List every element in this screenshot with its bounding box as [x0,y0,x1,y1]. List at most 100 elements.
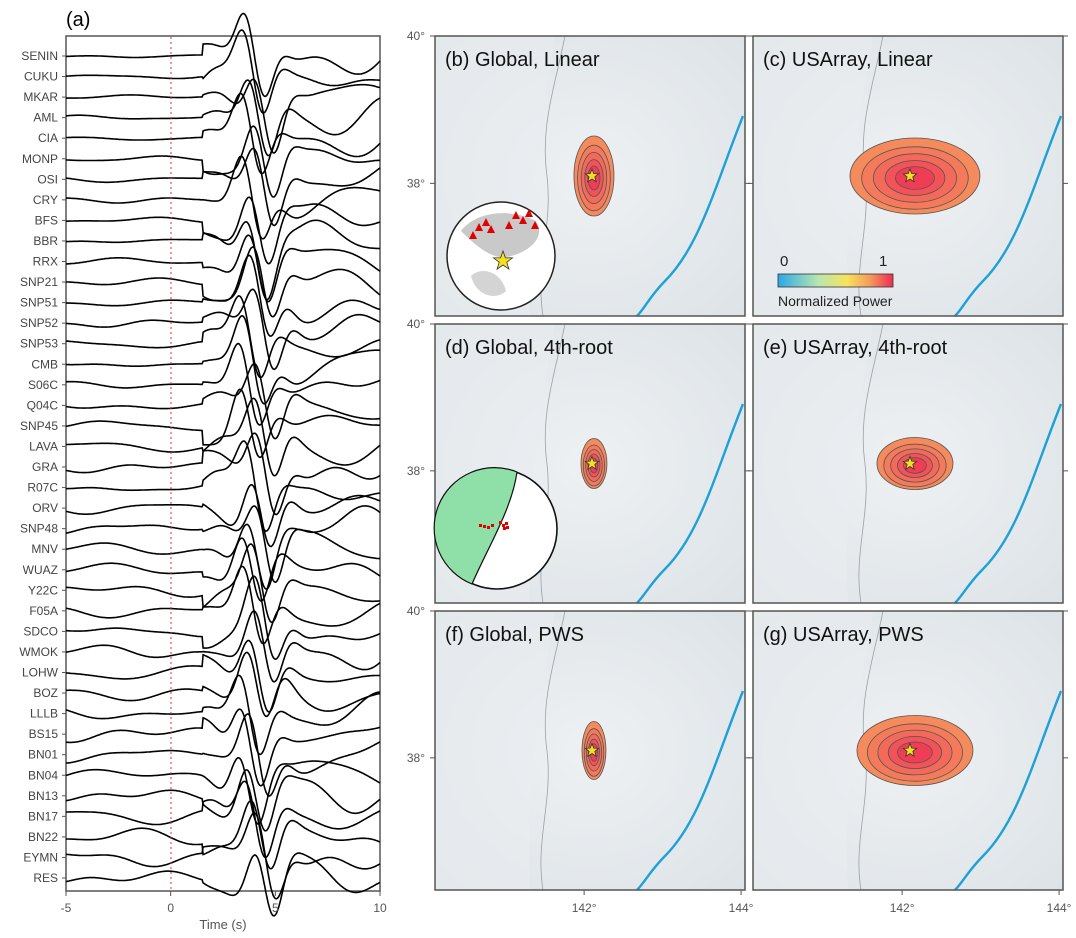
waveform-trace [66,92,381,175]
station-label: Q04C [27,398,59,412]
time-tick-label: 0 [167,901,174,915]
lat-tick-label: 40° [407,317,425,331]
map-panel-title: (b) Global, Linear [445,49,600,71]
lon-tick-label: 142° [890,901,915,915]
waveform-trace [65,565,381,645]
waveform-trace [65,812,381,900]
epicenter-star-icon [902,742,918,758]
waveform-trace [65,708,381,787]
station-label: SNP53 [20,337,58,351]
time-axis-label: Time (s) [199,917,246,932]
waveform-trace [65,575,381,661]
station-triangle-icon [505,221,513,229]
map-panel: (f) Global, PWS 40° 38° 142° 144° [407,604,754,915]
station-label: BN01 [28,748,58,762]
map-frame [752,323,1064,604]
station-label: BN13 [28,789,58,803]
station-label: BS15 [29,727,59,741]
station-label: SNP51 [20,296,58,310]
map-panel-title: (c) USArray, Linear [763,49,933,71]
landmass [461,213,540,258]
epicenter-star-icon [584,455,600,471]
epicenter-star-icon [492,249,514,271]
station-triangle-icon [469,231,477,239]
waveform-trace [65,432,381,516]
station-label: F05A [29,604,58,618]
waveform-trace [66,234,381,303]
station-label: Y22C [28,583,58,597]
station-label: RRX [33,255,58,269]
waveform-trace [65,388,380,459]
station-label: BN04 [28,768,58,782]
time-tick-label: 5 [272,901,279,915]
lon-tick-label: 142° [572,901,597,915]
waveform-trace [66,799,381,870]
station-label: CIA [38,131,58,145]
station-mark [479,524,482,527]
station-labels: SENIN CUKU MKAR AML CIA MONP OSI CRY BFS BBR RRX SN… [19,49,66,885]
lat-tick-label: 38° [407,751,425,765]
station-label: R07C [27,481,58,495]
colorbar-min: 0 [780,253,788,270]
lon-tick-label: 144° [729,901,754,915]
station-label: WUAZ [23,563,58,577]
trench-line [954,115,1063,317]
station-label: BFS [35,213,58,227]
station-triangle-icon [512,211,520,219]
waveform-traces [65,12,381,917]
map-panel: (e) USArray, 4th-root [748,323,1068,604]
trench-line [636,690,745,891]
station-triangle-icon [475,223,483,231]
panel-a-label: (a) [66,9,90,31]
map-frame [434,323,746,604]
station-label: OSI [37,172,58,186]
waveform-trace [66,254,381,337]
waveform-trace [66,639,380,713]
map-panel: (d) Global, 4th-root 40° 38° [407,317,750,604]
waveform-trace [65,29,380,114]
station-label: CUKU [24,70,58,84]
station-label: EYMN [23,851,58,865]
trench-line [954,403,1063,604]
station-label: CRY [33,193,58,207]
waveform-trace [65,852,381,917]
waveform-trace [66,288,381,371]
waveform-trace [65,543,381,624]
map-panel: (b) Global, Linear 40° 38° [407,29,750,317]
waveform-trace [66,651,381,718]
waveform-trace [65,79,381,157]
station-mark [487,526,490,529]
station-label: SNP21 [20,275,58,289]
station-triangle-icon [482,218,490,226]
station-triangle-icon [519,216,527,224]
lat-tick-label: 38° [407,176,425,190]
waveform-frame [65,35,381,892]
waveform-trace [65,674,381,756]
waveform-trace [66,219,380,301]
station-label: BBR [33,234,58,248]
waveform-trace [66,440,381,532]
colorbar-title: Normalized Power [778,293,893,309]
lat-tick-label: 40° [407,604,425,618]
waveform-trace [65,610,381,683]
trench-line [636,115,745,317]
lat-tick-label: 40° [407,29,425,43]
power-contour [897,741,933,764]
waveform-trace [66,314,381,405]
map-panel-title: (f) Global, PWS [445,624,584,646]
beachball-compressional [433,467,518,585]
waveform-trace [65,295,381,379]
map-panel: (c) USArray, Linear 0 1 Normalized Power [748,35,1068,317]
station-mark [505,522,508,525]
station-label: GRA [32,460,58,474]
station-triangle-icon [531,221,539,229]
station-label: WMOK [19,645,58,659]
colorbar [777,273,894,288]
waveform-trace [66,78,381,154]
epicenter-star-icon [584,167,600,183]
station-label: BN22 [28,830,58,844]
station-label: AML [33,111,58,125]
station-mark [502,524,505,527]
station-triangle-icon [487,225,495,233]
